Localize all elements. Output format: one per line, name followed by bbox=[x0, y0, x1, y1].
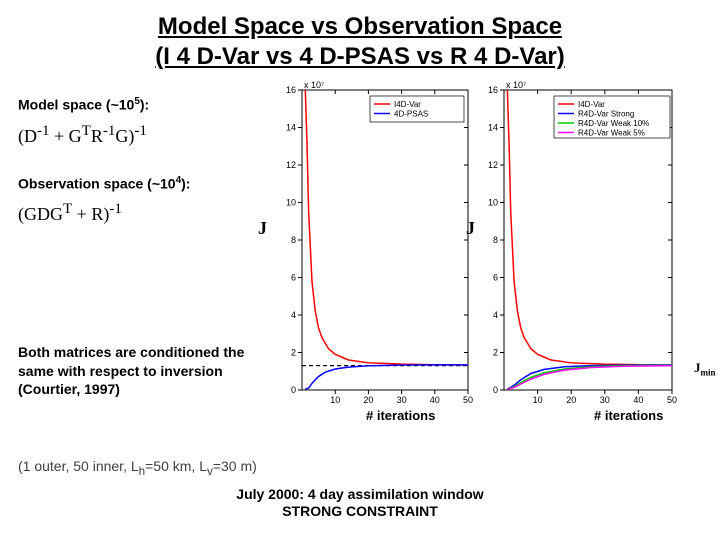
slide-root: Model Space vs Observation Space (I 4 D-… bbox=[0, 0, 720, 540]
model-space-formula: (D-1 + GTR-1G)-1 bbox=[18, 123, 266, 155]
svg-text:10: 10 bbox=[533, 395, 543, 405]
svg-text:12: 12 bbox=[488, 160, 498, 170]
slide-title: Model Space vs Observation Space (I 4 D-… bbox=[18, 12, 702, 72]
svg-text:16: 16 bbox=[286, 85, 296, 95]
axis-j-left: J bbox=[258, 218, 267, 239]
svg-text:I4D-Var: I4D-Var bbox=[578, 100, 605, 109]
obs-space-label: Observation space (~104): bbox=[18, 175, 266, 192]
svg-text:6: 6 bbox=[291, 273, 296, 283]
model-space-label: Model space (~105): bbox=[18, 96, 266, 113]
charts-area: J x 10⁷02468101214161020304050I4D-Var4D-… bbox=[274, 78, 702, 478]
svg-text:10: 10 bbox=[286, 198, 296, 208]
svg-text:8: 8 bbox=[291, 235, 296, 245]
svg-text:R4D-Var Weak 10%: R4D-Var Weak 10% bbox=[578, 119, 649, 128]
jmin-label: Jmin bbox=[694, 360, 716, 378]
svg-text:0: 0 bbox=[291, 385, 296, 395]
chart-right-svg: x 10⁷02468101214161020304050I4D-VarR4D-V… bbox=[480, 78, 690, 406]
footer: July 2000: 4 day assimilation window STR… bbox=[18, 486, 702, 521]
chart-left-svg: x 10⁷ 0 2 4 6 8 10 12 14 16 10 20 30 40 50 I4D-Var4D-PS… bbox=[274, 78, 474, 406]
svg-text:20: 20 bbox=[363, 395, 373, 405]
svg-text:4D-PSAS: 4D-PSAS bbox=[394, 110, 428, 119]
svg-text:4: 4 bbox=[291, 310, 296, 320]
title-line-2: (I 4 D-Var vs 4 D-PSAS vs R 4 D-Var) bbox=[155, 43, 565, 70]
svg-text:R4D-Var Weak 5%: R4D-Var Weak 5% bbox=[578, 129, 645, 138]
svg-text:50: 50 bbox=[667, 395, 677, 405]
svg-text:50: 50 bbox=[463, 395, 473, 405]
svg-text:40: 40 bbox=[430, 395, 440, 405]
left-column: Model space (~105): (D-1 + GTR-1G)-1 Obs… bbox=[18, 78, 266, 478]
xlabel-left: # iterations bbox=[366, 408, 435, 423]
body-text: Both matrices are conditioned the same w… bbox=[18, 343, 266, 398]
svg-text:I4D-Var: I4D-Var bbox=[394, 100, 421, 109]
svg-text:30: 30 bbox=[600, 395, 610, 405]
axis-j-right: J bbox=[466, 218, 475, 239]
svg-text:x 10⁷: x 10⁷ bbox=[304, 80, 324, 90]
svg-text:6: 6 bbox=[493, 273, 498, 283]
svg-text:40: 40 bbox=[633, 395, 643, 405]
footer-line-1: July 2000: 4 day assimilation window bbox=[236, 486, 483, 502]
svg-text:4: 4 bbox=[493, 310, 498, 320]
title-line-1: Model Space vs Observation Space bbox=[158, 13, 562, 40]
footer-line-2: STRONG CONSTRAINT bbox=[282, 503, 438, 519]
svg-text:14: 14 bbox=[488, 123, 498, 133]
svg-text:10: 10 bbox=[330, 395, 340, 405]
svg-text:2: 2 bbox=[291, 348, 296, 358]
svg-text:20: 20 bbox=[566, 395, 576, 405]
svg-text:R4D-Var Strong: R4D-Var Strong bbox=[578, 110, 634, 119]
svg-text:2: 2 bbox=[493, 348, 498, 358]
svg-text:12: 12 bbox=[286, 160, 296, 170]
xlabel-right: # iterations bbox=[594, 408, 663, 423]
svg-text:14: 14 bbox=[286, 123, 296, 133]
svg-text:0: 0 bbox=[493, 385, 498, 395]
svg-text:10: 10 bbox=[488, 198, 498, 208]
svg-text:8: 8 bbox=[493, 235, 498, 245]
svg-text:30: 30 bbox=[397, 395, 407, 405]
obs-space-formula: (GDGT + R)-1 bbox=[18, 201, 266, 233]
svg-text:x 10⁷: x 10⁷ bbox=[506, 80, 526, 90]
svg-text:16: 16 bbox=[488, 85, 498, 95]
bottom-note: (1 outer, 50 inner, Lh=50 km, Lv=30 m) bbox=[18, 458, 266, 478]
content-row: Model space (~105): (D-1 + GTR-1G)-1 Obs… bbox=[18, 78, 702, 478]
